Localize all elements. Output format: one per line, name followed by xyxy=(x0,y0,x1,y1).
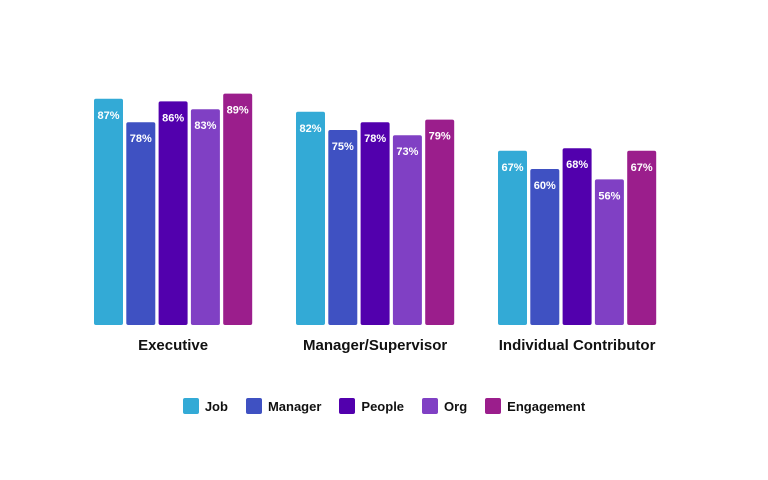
bar-org-1 xyxy=(190,109,220,325)
legend-label-org: Org xyxy=(444,398,468,414)
bar-job-1 xyxy=(94,98,123,325)
category-labels-layer: Executive Manager/Supervisor Individual Co… xyxy=(138,337,656,354)
legend-label-people: People xyxy=(361,398,405,414)
bar-people-1 xyxy=(158,101,188,326)
bar-manager-3 xyxy=(530,169,560,325)
legend-swatch-people xyxy=(339,398,356,414)
value-label-job-3: 67% xyxy=(501,162,523,174)
bar-people-2 xyxy=(360,122,390,325)
bar-job-2 xyxy=(296,111,325,325)
value-label-people-1: 86% xyxy=(162,112,184,124)
category-label-3: Individual Contributor xyxy=(499,337,656,354)
bar-people-3 xyxy=(562,148,592,325)
value-label-org-2: 73% xyxy=(396,146,418,158)
value-label-people-2: 78% xyxy=(364,133,386,145)
legend-item-org: Org xyxy=(422,398,467,414)
value-label-manager-3: 60% xyxy=(534,180,556,192)
legend-item-manager: Manager xyxy=(245,398,322,414)
value-label-engagement-1: 89% xyxy=(227,105,249,117)
bar-org-3 xyxy=(594,179,624,325)
value-labels-layer: 87% 78% 86% 83% 89% 82% 75% 78% 73% 79% 67% 60% 68% 5… xyxy=(97,105,652,203)
bar-engagement-2 xyxy=(425,119,455,325)
bars-layer xyxy=(94,93,657,326)
bar-org-2 xyxy=(392,135,422,325)
legend: Job Manager People Org Engagement xyxy=(0,396,768,416)
legend-label-engagement: Engagement xyxy=(507,398,586,414)
legend-label-manager: Manager xyxy=(267,398,322,414)
legend-swatch-engagement xyxy=(485,398,502,414)
value-label-engagement-3: 67% xyxy=(631,162,653,174)
legend-swatch-job xyxy=(182,398,199,414)
bar-manager-2 xyxy=(328,130,358,325)
bar-manager-1 xyxy=(126,122,156,325)
bar-engagement-3 xyxy=(627,150,657,325)
legend-item-people: People xyxy=(339,398,404,414)
category-label-2: Manager/Supervisor xyxy=(303,337,447,354)
value-label-job-2: 82% xyxy=(299,123,321,135)
value-label-manager-1: 78% xyxy=(130,133,152,145)
value-label-org-1: 83% xyxy=(194,120,216,132)
value-label-manager-2: 75% xyxy=(332,141,354,153)
value-label-engagement-2: 79% xyxy=(429,131,451,143)
legend-label-job: Job xyxy=(204,398,228,414)
value-label-people-3: 68% xyxy=(566,159,588,171)
legend-item-job: Job xyxy=(182,398,228,414)
legend-item-engagement: Engagement xyxy=(485,398,585,414)
legend-swatch-org xyxy=(422,398,439,414)
bar-engagement-1 xyxy=(223,93,253,325)
category-label-1: Executive xyxy=(138,337,208,354)
value-label-job-1: 87% xyxy=(97,110,119,122)
bar-job-3 xyxy=(498,150,527,325)
value-label-org-3: 56% xyxy=(598,190,620,202)
legend-swatch-manager xyxy=(245,398,262,414)
